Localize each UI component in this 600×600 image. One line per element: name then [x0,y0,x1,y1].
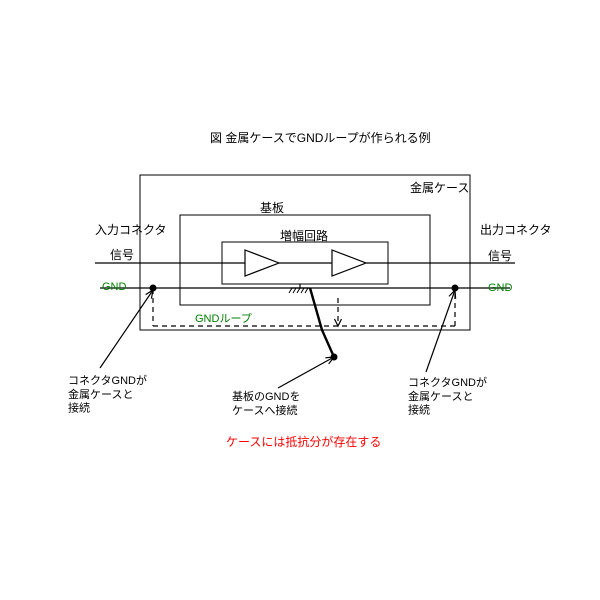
amp-label: 増幅回路 [280,228,328,243]
callout-right-label: 接続 [408,403,430,417]
output-connector-label: 出力コネクタ [480,223,552,237]
metal-case-rect [140,175,470,330]
input-connector-label: 入力コネクタ [95,223,167,237]
gnd-loop-label: GNDループ [195,312,252,325]
gnd-hatch [297,288,300,293]
board-label: 基板 [260,201,284,215]
warning-text: ケースには抵抗分が存在する [226,434,381,449]
callout-left-label: 金属ケースと [68,387,133,401]
amp-triangle-2 [332,250,366,276]
callout-right-label: 金属ケースと [408,389,473,403]
arrow-head [146,290,153,299]
callout-mid-label: 基板のGNDを [232,389,300,403]
callout-mid-leader [278,357,334,388]
gnd-hatch [301,288,304,293]
callout-mid-label: ケースへ接続 [232,403,297,417]
signal-label-right: 信号 [488,249,512,263]
gnd-label-right: GND [488,282,513,294]
callout-left-leader [100,290,153,368]
gnd-to-case-leg [310,288,334,357]
gnd-hatch [305,288,308,293]
amp-triangle-1 [245,250,279,276]
gnd-hatch [293,288,296,293]
signal-label-left: 信号 [110,248,134,262]
gnd-hatch [289,288,292,293]
callout-left-label: 接続 [68,401,90,415]
diagram-title: 図 金属ケースでGNDループが作られる例 [210,130,431,145]
gnd-label-left: GND [102,281,127,293]
metal-case-label: 金属ケース [410,180,469,195]
callout-left-label: コネクタGNDが [68,373,147,387]
callout-right-label: コネクタGNDが [408,375,487,389]
